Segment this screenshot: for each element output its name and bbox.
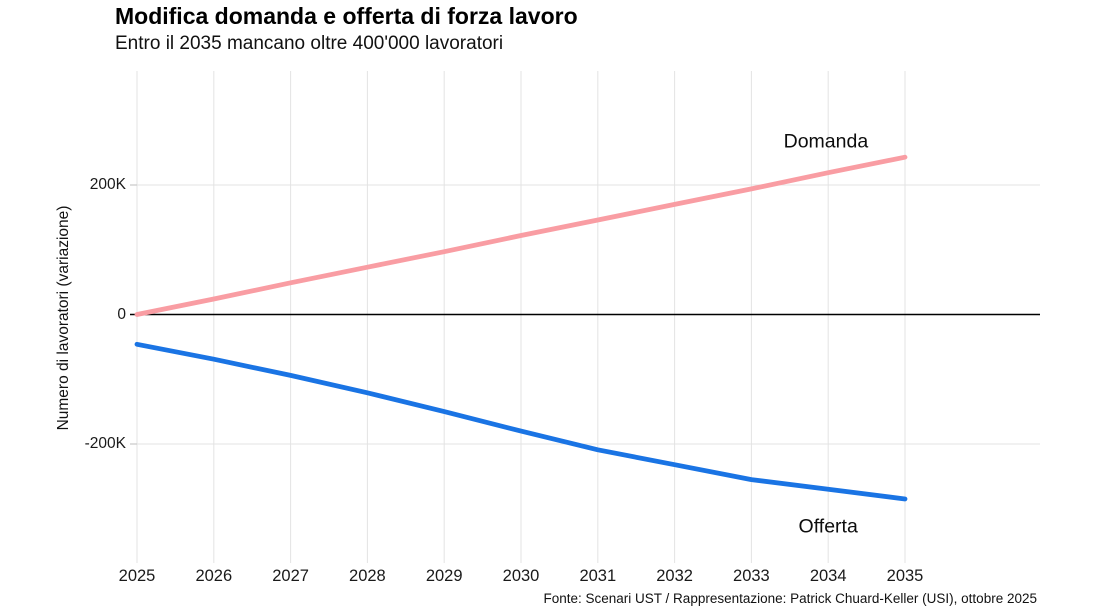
x-tick-label-2032: 2032: [656, 567, 693, 585]
chart-title: Modifica domanda e offerta di forza lavo…: [115, 3, 578, 29]
x-tick-label-2027: 2027: [272, 567, 309, 585]
domanda-series-label: Domanda: [783, 130, 869, 153]
y-tick-label-0: 0: [117, 305, 126, 323]
offerta-line: [134, 341, 908, 502]
x-tick-label-2026: 2026: [195, 567, 233, 585]
y-tick-label-200K: 200K: [89, 176, 126, 193]
x-tick-label-2033: 2033: [733, 567, 770, 585]
offerta-series-label: Offerta: [798, 515, 858, 538]
chart-subtitle: Entro il 2035 mancano oltre 400'000 lavo…: [115, 33, 504, 54]
domanda-line: [134, 154, 908, 317]
x-tick-label-2030: 2030: [502, 567, 540, 585]
x-tick-label-2035: 2035: [886, 567, 924, 585]
source-note: Fonte: Scenari UST / Rappresentazione: P…: [543, 591, 1038, 606]
x-tick-label-2029: 2029: [425, 567, 463, 585]
x-tick-label-2025: 2025: [118, 567, 156, 585]
x-tick-label-2031: 2031: [579, 567, 617, 585]
x-tick-label-2028: 2028: [349, 567, 386, 585]
x-tick-label-2034: 2034: [809, 567, 847, 585]
y-tick-label--200K: -200K: [84, 435, 126, 452]
